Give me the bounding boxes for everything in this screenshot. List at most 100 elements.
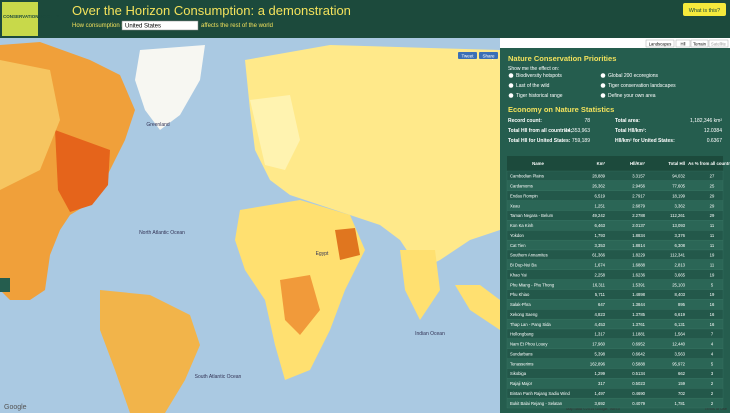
radio[interactable] <box>508 93 514 98</box>
option-label: Last of the wild <box>516 83 550 89</box>
radio[interactable] <box>508 83 514 88</box>
table-cell: Khao Yai <box>510 272 527 277</box>
map-type-button[interactable] <box>645 39 675 48</box>
table-cell: Endau Rompin <box>510 193 538 198</box>
radio[interactable] <box>600 93 606 98</box>
table-cell: 1.8834 <box>632 233 645 238</box>
table-cell: 2.6879 <box>632 203 645 208</box>
map-type-label: Landscapes <box>649 41 672 46</box>
map-type-button[interactable] <box>708 39 729 48</box>
table-cell: 3 <box>711 371 714 376</box>
help-button-label: What is this? <box>689 8 720 14</box>
table-cell: 2 <box>711 401 714 406</box>
table-cell: Hollongbang <box>510 332 534 337</box>
table-cell: Phu Khiao <box>510 292 530 297</box>
table-row <box>506 190 724 201</box>
table-cell: Cat Tien <box>510 243 526 248</box>
table-cell: Bintan Panh Rajang Sadiu Wind <box>510 391 570 396</box>
table-cell: 6,463 <box>595 223 606 228</box>
table-cell: 3,563 <box>675 351 686 356</box>
table-cell: 4 <box>711 351 714 356</box>
table-cell: 18,199 <box>672 193 685 198</box>
table-cell: 3,362 <box>675 203 686 208</box>
table-cell: 0.5023 <box>632 381 645 386</box>
table-cell: 6,619 <box>675 312 686 317</box>
table-cell: 0.6952 <box>632 342 645 347</box>
logo[interactable] <box>2 2 38 36</box>
table-cell: Salak-Phra <box>510 302 531 307</box>
map-label: Greenland <box>146 122 170 128</box>
table-cell: 5 <box>711 282 714 287</box>
table-row <box>506 269 724 280</box>
map-type-button[interactable] <box>690 39 709 48</box>
table-cell: 5 <box>711 361 714 366</box>
table-cell: 4,453 <box>595 322 606 327</box>
map-type-button[interactable] <box>675 39 691 48</box>
table-cell: 2.9456 <box>632 184 645 189</box>
map-type-label: Hll <box>681 41 686 46</box>
table-cell: 77,605 <box>672 184 685 189</box>
help-button[interactable] <box>683 3 726 16</box>
radio[interactable] <box>600 83 606 88</box>
table-cell: 11 <box>710 233 715 238</box>
table-cell: 159 <box>678 381 686 386</box>
stat-label: Total Hll from all countries: <box>508 128 573 134</box>
table-row <box>506 230 724 241</box>
table-cell: 0.5134 <box>632 371 645 376</box>
column-header[interactable]: Km² <box>597 161 606 166</box>
country-select[interactable] <box>121 20 199 31</box>
table-cell: 3.3157 <box>632 174 645 179</box>
table-cell: Cambodian Plains <box>510 174 544 179</box>
table-cell: 8,403 <box>675 292 686 297</box>
table-cell: 16 <box>710 312 715 317</box>
table-cell: 29 <box>710 203 715 208</box>
table-cell: 12,440 <box>672 342 685 347</box>
column-header[interactable]: As % from all countries <box>688 161 730 166</box>
table-cell: 5,711 <box>595 292 606 297</box>
table-cell: Southern Annamites <box>510 253 548 258</box>
option-label: Tiger historical range <box>516 93 563 99</box>
table-row <box>506 309 724 320</box>
stat-label: Total Hll for United States: <box>508 138 571 144</box>
stat-value: 12.0384 <box>704 128 722 134</box>
stat-label: Total area: <box>615 118 640 124</box>
table-cell: 27 <box>710 174 715 179</box>
table-cell: Xekong Saeng <box>510 312 538 317</box>
stat-label: Total Hll/km²: <box>615 128 647 134</box>
table-cell: 11 <box>710 223 715 228</box>
table-cell: 3,376 <box>675 233 686 238</box>
column-header[interactable]: Name <box>532 161 544 166</box>
table-cell: 25,103 <box>672 282 685 287</box>
header <box>0 0 730 38</box>
share-button[interactable] <box>479 52 498 59</box>
share-button[interactable] <box>458 52 477 59</box>
table-row <box>506 378 724 389</box>
table-row <box>506 220 724 231</box>
table-cell: 1,781 <box>675 401 686 406</box>
table-row <box>506 180 724 191</box>
table-cell: 1.1881 <box>632 332 645 337</box>
table-cell: Xeau <box>510 203 520 208</box>
table-cell: 1.4898 <box>632 292 645 297</box>
terms-link[interactable]: Terms of Use <box>705 407 727 411</box>
table-cell: 61,366 <box>592 253 605 258</box>
table-cell: 17,960 <box>592 342 605 347</box>
column-header[interactable]: Hll/Km² <box>630 161 646 166</box>
radio[interactable] <box>508 73 514 78</box>
left-toggle[interactable] <box>0 278 10 292</box>
table-cell: Sundarbans <box>510 351 533 356</box>
table-cell: 16 <box>710 322 715 327</box>
table-cell: 1,317 <box>595 332 606 337</box>
table-cell: 2.7917 <box>632 193 645 198</box>
table-cell: 1.5391 <box>632 282 645 287</box>
radio[interactable] <box>600 73 606 78</box>
page-title: Over the Horizon Consumption: a demonstr… <box>72 3 351 18</box>
table-cell: 19 <box>710 292 715 297</box>
table-cell: 26,362 <box>592 184 605 189</box>
table-cell: 895 <box>678 302 686 307</box>
table-cell: 3,353 <box>595 243 606 248</box>
table-cell: 2 <box>711 391 714 396</box>
table-cell: 1.8229 <box>632 253 645 258</box>
table-cell: Bukit Balai Rejang - Selatan <box>510 401 563 406</box>
column-header[interactable]: Total Hll <box>668 161 685 166</box>
